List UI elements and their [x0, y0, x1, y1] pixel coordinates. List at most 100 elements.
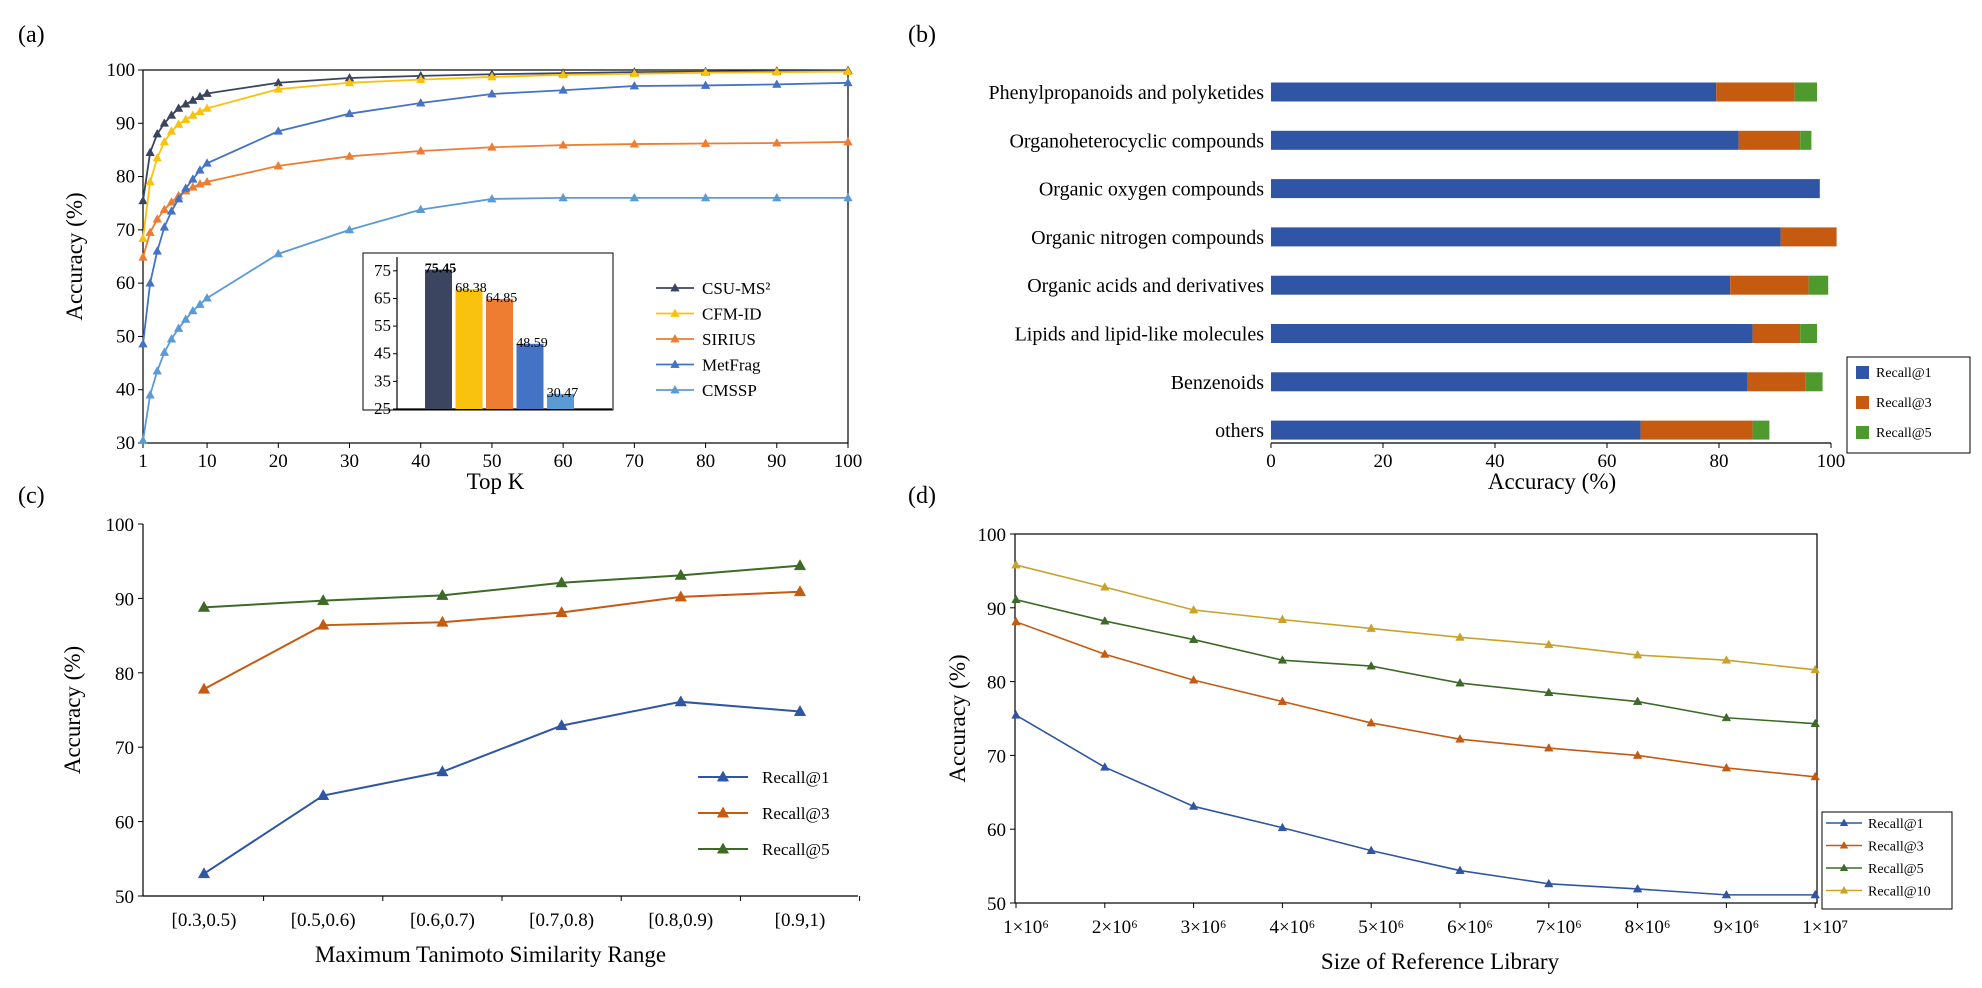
data-point	[416, 74, 426, 83]
x-tick-label: 60	[554, 451, 573, 472]
data-point	[188, 95, 198, 104]
bar-segment	[1800, 130, 1812, 150]
bar-segment	[1271, 420, 1641, 440]
inset-y-tick-label: 55	[374, 316, 391, 335]
bar-segment	[1271, 372, 1747, 392]
data-point	[843, 136, 853, 146]
legend-label: MetFrag	[702, 356, 761, 375]
data-point	[558, 69, 568, 79]
data-point	[188, 305, 198, 315]
data-point	[202, 158, 212, 167]
panel-c-chart: 50 60 70 80 90 100 [0.3,0.5) [0.5,0.6) [0.6,0.7)…	[60, 515, 861, 967]
data-point	[1544, 687, 1554, 697]
bar-segment	[1271, 82, 1717, 102]
x-tick-label: 0	[1266, 451, 1276, 472]
inset-bar	[486, 298, 513, 409]
data-point	[1277, 822, 1288, 832]
x-tick-label: 10	[198, 451, 217, 472]
data-point	[181, 183, 191, 192]
legend-label: Recall@1	[762, 768, 830, 787]
series-line	[203, 700, 801, 875]
data-point	[558, 85, 568, 94]
x-tick-label: [0.7,0.8)	[529, 910, 594, 931]
legend-label: CMSSP	[702, 381, 757, 400]
data-point	[416, 204, 426, 214]
category-label: Organic acids and derivatives	[1027, 275, 1264, 297]
data-point	[1455, 678, 1465, 687]
category-label: Lipids and lipid-like molecules	[1015, 324, 1265, 346]
panel-b-label: (b)	[908, 22, 936, 48]
bar-segment	[1271, 130, 1739, 150]
y-tick-label: 70	[115, 738, 134, 759]
data-point	[555, 576, 568, 588]
x-tick-label: 70	[625, 451, 644, 472]
data-point	[1366, 661, 1376, 670]
x-tick-label: 8×10⁶	[1625, 917, 1671, 938]
data-point	[558, 140, 568, 149]
bar-segment	[1747, 372, 1806, 392]
data-point	[1188, 675, 1199, 684]
data-point	[1455, 734, 1465, 743]
x-tick-label: 40	[1486, 451, 1505, 472]
data-point	[138, 233, 148, 242]
data-point	[487, 71, 497, 81]
bar-segment	[1752, 324, 1801, 343]
data-point	[317, 594, 330, 606]
legend-swatch	[1856, 426, 1869, 439]
data-point	[436, 588, 449, 600]
data-point	[188, 174, 198, 183]
y-tick-label: 90	[116, 113, 135, 134]
legend-marker	[670, 384, 680, 394]
data-point	[1721, 889, 1732, 899]
data-point	[181, 314, 191, 323]
series-line	[1015, 714, 1816, 896]
x-tick-label: 1×10⁷	[1802, 917, 1848, 938]
inset-bar-value: 64.85	[486, 291, 518, 306]
data-point	[152, 214, 162, 223]
y-tick-label: 60	[116, 273, 135, 294]
inset-bar	[516, 343, 544, 409]
data-point	[1721, 712, 1732, 722]
data-point	[202, 88, 212, 97]
data-point	[1100, 762, 1110, 771]
data-point	[1277, 614, 1288, 624]
x-tick-label: 6×10⁶	[1447, 917, 1493, 938]
x-tick-label: 100	[834, 451, 863, 472]
x-tick-label: 60	[1598, 451, 1617, 472]
x-axis-title: Accuracy (%)	[1488, 469, 1616, 494]
inset-bar-value: 75.45	[425, 262, 457, 277]
data-point	[273, 160, 284, 170]
inset-y-tick-label: 75	[374, 261, 391, 280]
legend-label: CFM-ID	[702, 305, 762, 324]
data-point	[195, 179, 205, 188]
x-tick-label: 80	[1710, 451, 1729, 472]
series-line	[1015, 621, 1816, 778]
data-point	[152, 152, 162, 162]
data-point	[202, 103, 212, 112]
data-point	[1632, 650, 1643, 659]
data-point	[1011, 616, 1021, 626]
data-point	[843, 66, 853, 75]
x-tick-label: 9×10⁶	[1713, 917, 1759, 938]
inset-y-tick-label: 35	[374, 371, 391, 390]
data-point	[195, 91, 205, 101]
legend-marker	[1839, 818, 1849, 827]
legend-label: Recall@5	[1876, 426, 1932, 441]
data-point	[555, 606, 568, 617]
data-point	[159, 222, 170, 231]
inset-y-tick-label: 25	[374, 399, 391, 418]
data-point	[487, 142, 497, 151]
data-point	[166, 110, 177, 119]
category-label: others	[1215, 420, 1264, 442]
x-tick-label: [0.9,1)	[775, 910, 826, 931]
data-point	[700, 80, 711, 89]
data-point	[1810, 889, 1820, 899]
y-tick-label: 50	[987, 894, 1006, 915]
y-axis-title: Accuracy (%)	[945, 654, 970, 782]
data-point	[843, 77, 853, 87]
bar-segment	[1716, 82, 1795, 102]
legend-label: CSU-MS²	[702, 279, 770, 298]
y-tick-label: 90	[987, 599, 1006, 620]
data-point	[1011, 594, 1021, 604]
y-tick-label: 40	[116, 380, 135, 401]
